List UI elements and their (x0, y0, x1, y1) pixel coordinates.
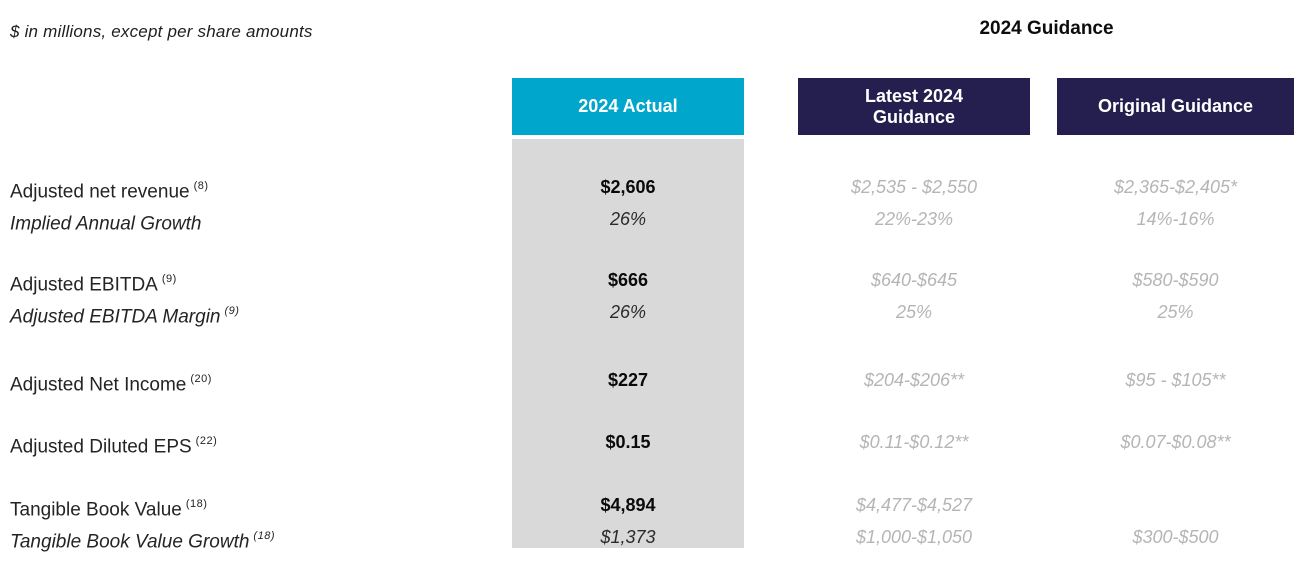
footnote-superscript: (9) (224, 305, 240, 317)
latest-guidance-value: $204-$206** (863, 370, 965, 390)
column-header-label: Original Guidance (1097, 96, 1254, 117)
column-header-label: Latest 2024 Guidance (864, 85, 964, 127)
units-note: $ in millions, except per share amounts (10, 22, 313, 41)
latest-guidance-value: $640-$645 (870, 270, 958, 290)
actual-value: $0.15 (605, 432, 651, 452)
row-label-text: Adjusted net revenue (10, 181, 190, 203)
latest-guidance-value: 25% (895, 302, 933, 322)
original-guidance-value: $2,365-$2,405* (1113, 177, 1238, 197)
row-label-text: Adjusted Net Income (10, 374, 187, 396)
actual-value: $1,373 (600, 527, 656, 547)
guidance-group-header: 2024 Guidance (979, 18, 1114, 39)
original-guidance-value: 25% (1157, 302, 1194, 322)
row-label: Tangible Book Value Growth (18) (10, 524, 505, 553)
latest-guidance-value: 22%-23% (874, 209, 954, 229)
row-label-text: Implied Annual Growth (10, 213, 202, 235)
row-label: Adjusted EBITDA Margin (9) (10, 299, 505, 328)
table-row-adjusted-ebitda-margin: Adjusted EBITDA Margin (9) 26% 25% 25% (0, 299, 1304, 328)
latest-guidance-value: $2,535 - $2,550 (850, 177, 978, 197)
original-guidance-value: $580-$590 (1132, 270, 1219, 290)
row-label: Adjusted Net Income (20) (10, 367, 505, 396)
column-header-latest-2024-guidance: Latest 2024 Guidance (798, 78, 1030, 135)
actual-value: 26% (609, 302, 647, 322)
row-label-text: Tangible Book Value Growth (10, 531, 250, 553)
table-row-adjusted-net-income: Adjusted Net Income (20) $227 $204-$206**… (0, 367, 1304, 396)
latest-guidance-value: $4,477-$4,527 (855, 495, 973, 515)
column-header-label: 2024 Actual (578, 96, 678, 117)
original-guidance-value: $300-$500 (1132, 527, 1219, 547)
footnote-superscript: (8) (193, 180, 209, 192)
row-label-text: Adjusted Diluted EPS (10, 436, 192, 458)
row-label: Adjusted net revenue (8) (10, 174, 505, 203)
column-header-2024-actual: 2024 Actual (512, 78, 744, 135)
actual-value: $227 (607, 370, 649, 390)
footnote-superscript: (18) (253, 530, 275, 542)
actual-value: $666 (607, 270, 649, 290)
original-guidance-value (1057, 492, 1294, 518)
table-row-implied-annual-growth: Implied Annual Growth 26% 22%-23% 14%-16… (0, 206, 1304, 235)
table-row-adjusted-ebitda: Adjusted EBITDA (9) $666 $640-$645 $580-$… (0, 267, 1304, 296)
original-guidance-value: 14%-16% (1136, 209, 1215, 229)
row-label: Adjusted Diluted EPS (22) (10, 429, 505, 458)
actual-value: $4,894 (600, 495, 656, 515)
actual-column-background (512, 139, 744, 548)
original-guidance-value: $0.07-$0.08** (1120, 432, 1231, 452)
table-row-adjusted-net-revenue: Adjusted net revenue (8) $2,606 $2,535 - … (0, 174, 1304, 203)
row-label-text: Tangible Book Value (10, 499, 182, 521)
row-label-text: Adjusted EBITDA (10, 274, 158, 296)
footnote-superscript: (9) (161, 273, 177, 285)
row-label: Tangible Book Value (18) (10, 492, 505, 521)
column-header-original-guidance: Original Guidance (1057, 78, 1294, 135)
original-guidance-value: $95 - $105** (1125, 370, 1226, 390)
actual-value: 26% (609, 209, 647, 229)
row-label: Adjusted EBITDA (9) (10, 267, 505, 296)
table-row-tangible-book-value: Tangible Book Value (18) $4,894 $4,477-$4… (0, 492, 1304, 521)
footnote-superscript: (22) (195, 435, 218, 447)
actual-value: $2,606 (600, 177, 656, 197)
footnote-superscript: (18) (185, 498, 208, 510)
footnote-superscript: (20) (190, 373, 212, 385)
row-label-text: Adjusted EBITDA Margin (10, 306, 221, 328)
latest-guidance-value: $0.11-$0.12** (859, 432, 969, 452)
table-row-tangible-book-value-growth: Tangible Book Value Growth (18) $1,373 $1… (0, 524, 1304, 553)
row-label: Implied Annual Growth (10, 206, 505, 235)
table-row-adjusted-diluted-eps: Adjusted Diluted EPS (22) $0.15 $0.11-$0.… (0, 429, 1304, 458)
latest-guidance-value: $1,000-$1,050 (855, 527, 973, 547)
